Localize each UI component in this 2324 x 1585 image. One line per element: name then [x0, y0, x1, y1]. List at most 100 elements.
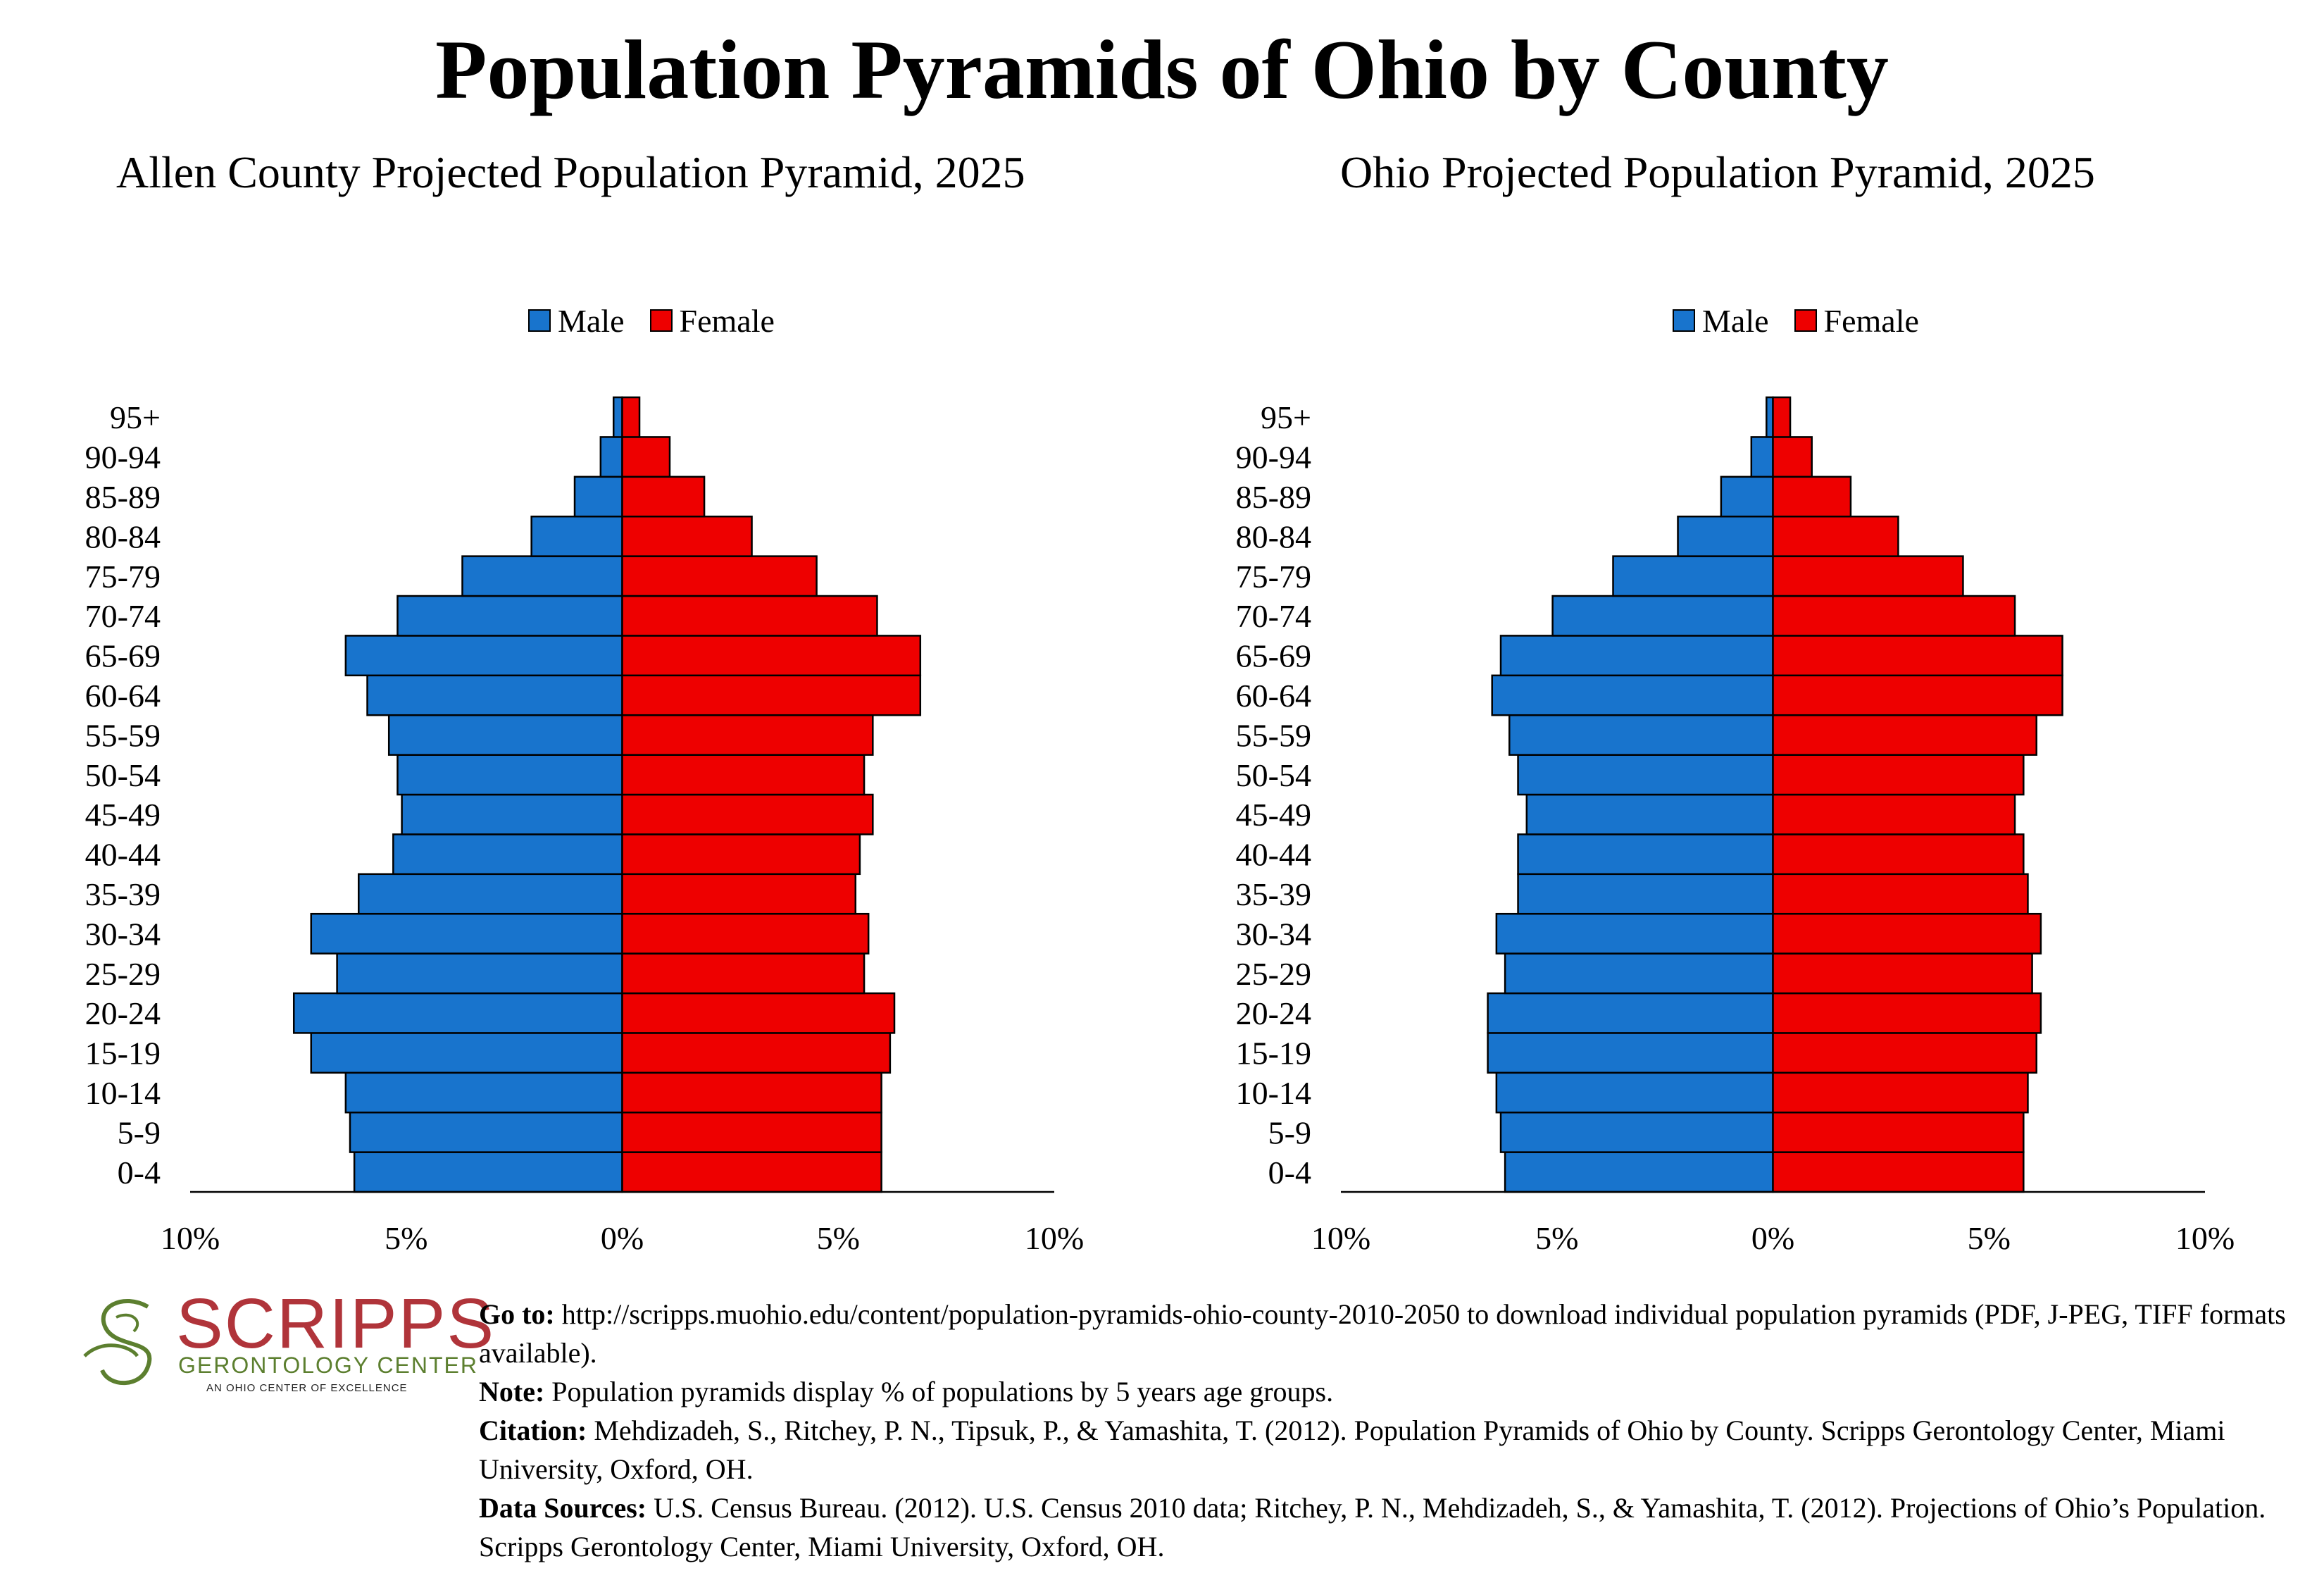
bar-female-95+ [1772, 396, 1792, 438]
goto-note: Go to: http://scripps.muohio.edu/content… [479, 1295, 2310, 1372]
bar-male-25-29 [1504, 952, 1774, 995]
age-label-60-64: 60-64 [1236, 678, 1311, 714]
bar-male-35-39 [1517, 873, 1774, 915]
age-label-50-54: 50-54 [1236, 757, 1311, 793]
bar-female-90-94 [1772, 436, 1813, 478]
bar-female-85-89 [1772, 476, 1852, 518]
bar-male-90-94 [1750, 436, 1774, 478]
bar-female-35-39 [621, 873, 857, 915]
bar-male-10-14 [344, 1071, 623, 1114]
bar-female-70-74 [621, 595, 878, 637]
legend-label-female: Female [1823, 302, 1919, 339]
x-tick-label: 0% [601, 1220, 644, 1256]
bar-female-35-39 [1772, 873, 2029, 915]
bar-female-15-19 [1772, 1032, 2037, 1074]
age-label-20-24: 20-24 [85, 995, 161, 1031]
bar-male-30-34 [1495, 912, 1774, 955]
sources-note: Data Sources: U.S. Census Bureau. (2012)… [479, 1488, 2310, 1566]
logo-subtitle: GERONTOLOGY CENTER [178, 1353, 478, 1378]
age-label-85-89: 85-89 [85, 479, 161, 515]
bar-male-10-14 [1495, 1071, 1774, 1114]
bar-female-80-84 [621, 515, 753, 557]
legend-swatch-male [528, 309, 551, 332]
age-label-75-79: 75-79 [85, 559, 161, 595]
bar-male-45-49 [1525, 793, 1774, 835]
age-label-15-19: 15-19 [85, 1036, 161, 1071]
logo-tagline: AN OHIO CENTER OF EXCELLENCE [206, 1382, 408, 1394]
bar-male-80-84 [530, 515, 623, 557]
age-label-20-24: 20-24 [1236, 995, 1311, 1031]
bar-male-35-39 [358, 873, 623, 915]
bar-male-55-59 [387, 714, 623, 756]
age-label-35-39: 35-39 [85, 876, 161, 912]
bar-male-0-4 [1504, 1151, 1774, 1193]
bar-female-80-84 [1772, 515, 1899, 557]
x-tick-label: 5% [385, 1220, 427, 1256]
bar-male-80-84 [1677, 515, 1774, 557]
bar-female-30-34 [621, 912, 870, 955]
bar-female-70-74 [1772, 595, 2016, 637]
legend-swatch-female [649, 309, 673, 332]
bar-male-85-89 [573, 476, 623, 518]
age-label-40-44: 40-44 [1236, 837, 1311, 873]
bar-female-75-79 [1772, 555, 1964, 597]
bar-female-95+ [621, 396, 641, 438]
age-label-55-59: 55-59 [85, 717, 161, 753]
age-label-10-14: 10-14 [1236, 1075, 1311, 1111]
bar-male-70-74 [396, 595, 623, 637]
bar-female-75-79 [621, 555, 818, 597]
legend-ohio: Male Female [1673, 299, 1919, 342]
age-label-45-49: 45-49 [1236, 797, 1311, 833]
bar-female-0-4 [621, 1151, 882, 1193]
legend-label-male: Male [558, 302, 625, 339]
age-label-25-29: 25-29 [85, 956, 161, 992]
bar-female-50-54 [1772, 754, 2025, 796]
bar-female-60-64 [1772, 674, 2063, 716]
age-label-65-69: 65-69 [85, 638, 161, 674]
bar-female-10-14 [621, 1071, 882, 1114]
sources-text: U.S. Census Bureau. (2012). U.S. Census … [479, 1492, 2266, 1562]
bar-female-65-69 [621, 635, 922, 677]
age-label-0-4: 0-4 [1268, 1155, 1311, 1191]
bar-male-60-64 [366, 674, 623, 716]
age-label-90-94: 90-94 [1236, 440, 1311, 476]
bar-female-5-9 [1772, 1111, 2025, 1153]
age-label-95+: 95+ [1261, 399, 1311, 435]
age-label-55-59: 55-59 [1236, 717, 1311, 753]
bar-male-75-79 [461, 555, 623, 597]
bar-male-70-74 [1551, 595, 1774, 637]
age-label-40-44: 40-44 [85, 837, 161, 873]
page-title: Population Pyramids of Ohio by County [435, 23, 1889, 116]
legend-label-male: Male [1702, 302, 1769, 339]
age-label-30-34: 30-34 [1236, 916, 1311, 952]
bar-female-0-4 [1772, 1151, 2025, 1193]
x-tick-label: 10% [1311, 1220, 1370, 1256]
x-tick-label: 5% [1535, 1220, 1578, 1256]
bar-female-30-34 [1772, 912, 2042, 955]
goto-label: Go to: [479, 1298, 555, 1330]
bar-male-15-19 [310, 1032, 623, 1074]
x-tick-label: 5% [1968, 1220, 2011, 1256]
bar-female-85-89 [621, 476, 706, 518]
x-tick-label: 0% [1751, 1220, 1794, 1256]
bar-male-25-29 [336, 952, 623, 995]
age-label-35-39: 35-39 [1236, 876, 1311, 912]
x-tick-label: 10% [2175, 1220, 2235, 1256]
bar-male-0-4 [353, 1151, 623, 1193]
bar-female-40-44 [621, 833, 861, 876]
bar-male-15-19 [1487, 1032, 1774, 1074]
x-tick-label: 10% [161, 1220, 220, 1256]
bar-male-45-49 [401, 793, 623, 835]
pyramid-charts: 0-45-910-1415-1920-2425-2930-3435-3940-4… [85, 396, 2235, 1256]
bar-male-95+ [612, 396, 623, 438]
bar-male-40-44 [1517, 833, 1774, 876]
bar-male-85-89 [1720, 476, 1774, 518]
footnotes: Go to: http://scripps.muohio.edu/content… [479, 1295, 2310, 1566]
bar-female-55-59 [1772, 714, 2037, 756]
chart-title-allen: Allen County Projected Population Pyrami… [116, 147, 1025, 197]
bar-female-65-69 [1772, 635, 2063, 677]
age-label-10-14: 10-14 [85, 1075, 161, 1111]
bar-male-50-54 [396, 754, 623, 796]
citation-label: Citation: [479, 1415, 587, 1446]
bar-female-15-19 [621, 1032, 892, 1074]
